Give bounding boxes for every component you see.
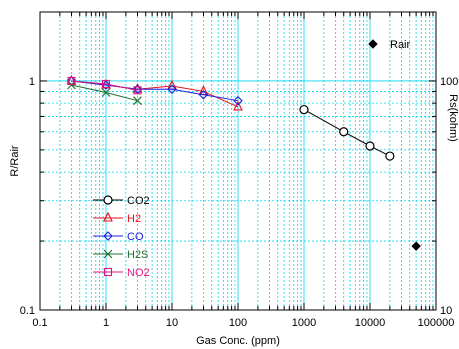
data-point-h2s [133, 96, 142, 106]
legend-marker-co2 [103, 195, 113, 205]
data-point-co2 [339, 127, 349, 137]
y-tick-label: 0.1 [20, 305, 35, 317]
y-axis-title: R/Rair [9, 145, 21, 177]
legend-label-h2s: H2S [127, 249, 148, 261]
data-point-no2 [133, 86, 142, 95]
legend-item-co2: CO2 [93, 195, 150, 207]
legend-marker-rair [368, 39, 378, 49]
series-co [66, 76, 243, 106]
grid [40, 12, 436, 310]
legend-item-no2: NO2 [93, 267, 150, 279]
data-point-no2 [67, 76, 76, 86]
data-point-co2 [385, 151, 395, 161]
x-tick-label: 10000 [355, 317, 386, 329]
legend-item-h2: H2 [93, 211, 141, 225]
x-axis-title: Gas Conc. (ppm) [196, 335, 280, 347]
series-layer [66, 74, 395, 161]
data-point-co2 [299, 104, 309, 115]
data-point-co [198, 90, 209, 100]
x-tick-label: 1 [103, 317, 109, 329]
series-line-co2 [303, 109, 391, 157]
legend-item-h2s: H2S [93, 249, 148, 261]
data-point-no2 [101, 79, 111, 89]
y-tick-label: 1 [29, 76, 35, 88]
tick-labels: 0.1 1 10 100 1000 10000 100000 0.1 1 10 100 [20, 76, 459, 329]
data-point-h2 [132, 83, 143, 93]
legend-marker-no2 [103, 267, 113, 277]
legend-label-rair: Rair [390, 39, 411, 51]
series-h2s [67, 80, 142, 106]
legend-label-h2: H2 [127, 213, 141, 225]
series-line-co [71, 80, 239, 102]
legend: CO2 H2 CO H2S NO2 [93, 195, 150, 279]
x-tick-label: 10 [166, 317, 178, 329]
data-point-co2 [365, 141, 375, 151]
reference-layer: Rair [368, 39, 421, 251]
x-tick-label: 0.1 [32, 317, 47, 329]
legend-marker-h2 [103, 211, 113, 222]
x-tick-label: 100 [229, 317, 247, 329]
x-tick-label: 100000 [418, 317, 455, 329]
data-point-rair [411, 241, 421, 251]
series-co2 [299, 104, 395, 161]
series-no2 [67, 76, 142, 95]
series-line-no2 [71, 80, 138, 91]
y2-axis-title: Rs(kohm) [447, 94, 459, 142]
y2-tick-label: 10 [440, 305, 452, 317]
legend-label-no2: NO2 [127, 267, 150, 279]
data-point-h2 [233, 100, 243, 111]
ticks [40, 12, 436, 310]
data-point-h2s [67, 80, 76, 90]
y2-tick-label: 100 [440, 76, 458, 88]
data-point-co [167, 84, 177, 95]
data-point-co [233, 95, 243, 106]
legend-label-co2: CO2 [127, 195, 150, 207]
legend-item-co: CO [93, 231, 144, 243]
data-point-h2s [101, 88, 111, 97]
data-point-co [132, 84, 143, 95]
x-tick-label: 1000 [292, 317, 316, 329]
legend-marker-co [103, 231, 113, 241]
legend-label-co: CO [127, 231, 144, 243]
legend-marker-h2s [103, 249, 113, 259]
